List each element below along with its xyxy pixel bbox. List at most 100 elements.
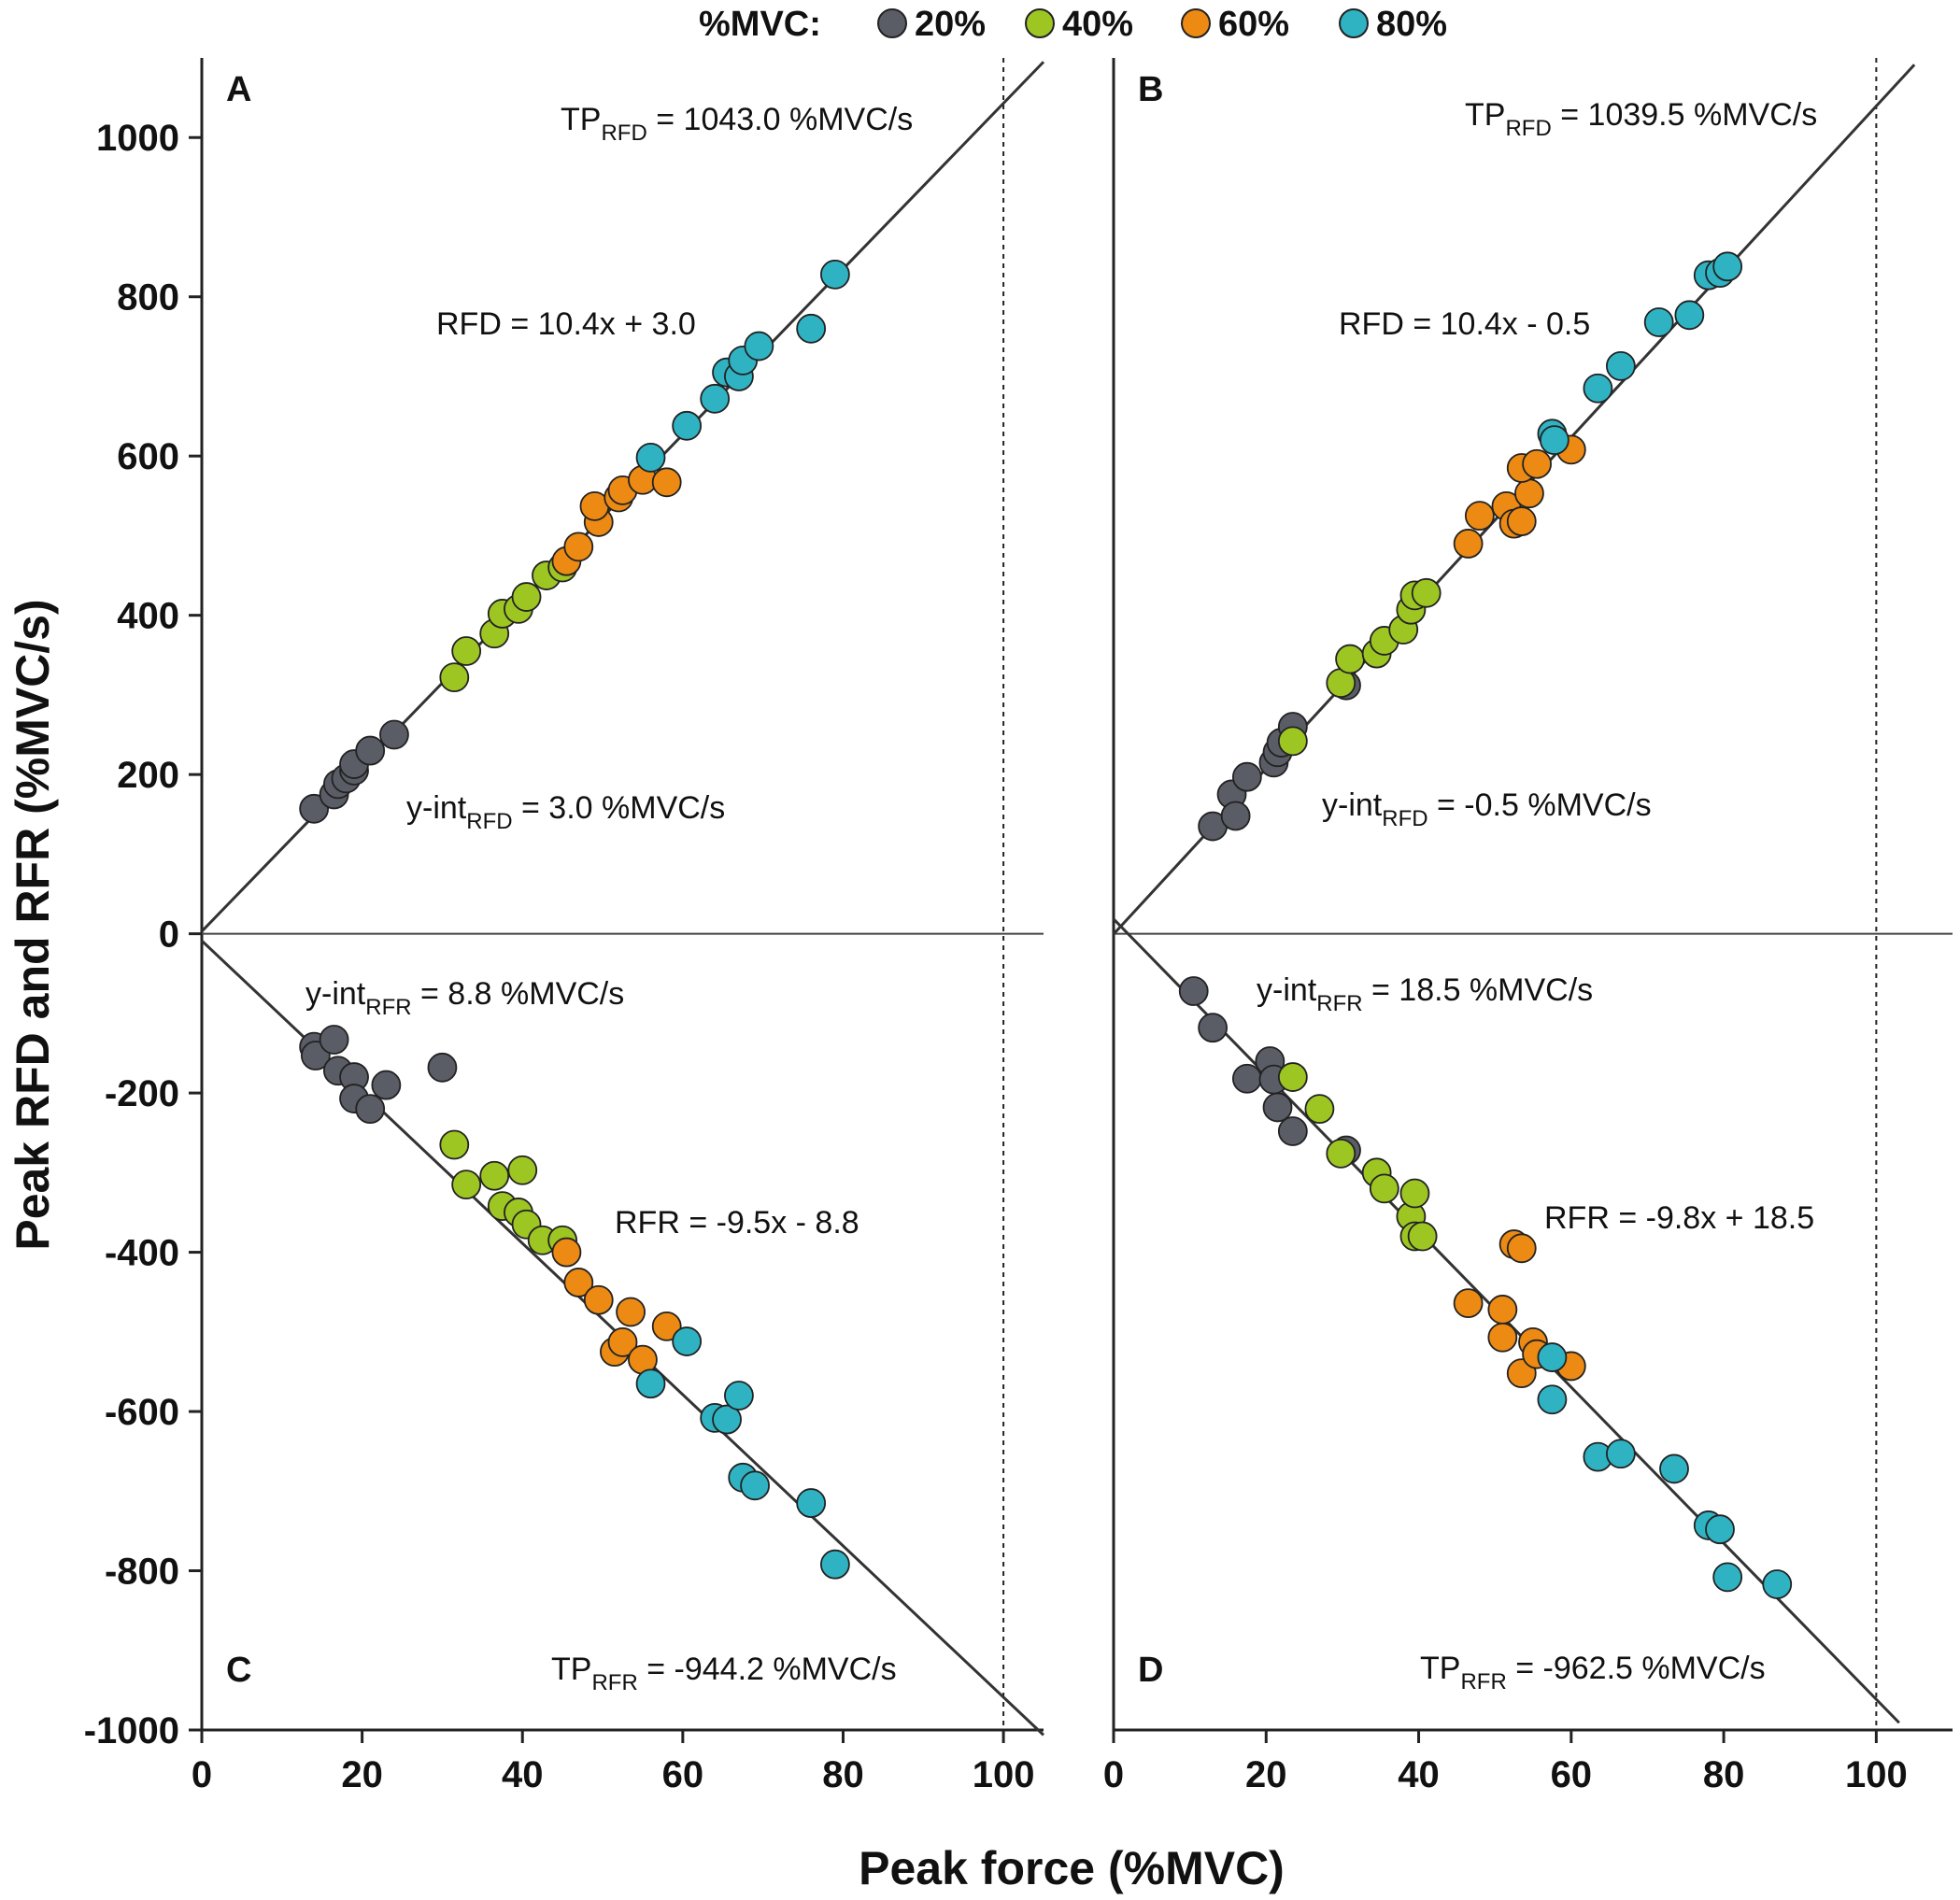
- data-point-20: [1262, 1092, 1293, 1123]
- x-tick-label: 80: [1703, 1754, 1745, 1795]
- yint-annotation-D-main: y-int: [1257, 972, 1317, 1008]
- data-point-60: [1506, 506, 1537, 536]
- y-tick-label: 600: [117, 436, 179, 477]
- data-point-20: [1231, 1063, 1262, 1094]
- tp-annotation-A: TPRFD = 1043.0 %MVC/s: [561, 102, 913, 146]
- data-point-40: [1335, 644, 1365, 674]
- data-point-20: [1231, 761, 1262, 792]
- data-point-60: [563, 532, 594, 562]
- yint-annotation-D-subscript: RFR: [1316, 991, 1362, 1016]
- data-point-80: [1539, 425, 1569, 456]
- tp-annotation-A-value: = 1043.0 %MVC/s: [647, 102, 913, 137]
- y-tick-label: -600: [105, 1392, 179, 1433]
- yint-annotation-A-main: y-int: [406, 790, 467, 826]
- tp-annotation-B-subscript: RFD: [1505, 116, 1551, 141]
- data-point-40: [451, 1170, 482, 1200]
- data-point-60: [1453, 1288, 1484, 1319]
- data-point-60: [651, 467, 682, 498]
- panel-label-D: D: [1138, 1651, 1163, 1690]
- legend-label-60: 60%: [1218, 5, 1289, 44]
- data-point-60: [551, 1237, 582, 1268]
- y-tick-label: 0: [159, 915, 179, 956]
- data-point-40: [1369, 1173, 1399, 1204]
- tp-annotation-D-subscript: RFR: [1460, 1669, 1506, 1694]
- data-point-80: [1705, 1514, 1735, 1545]
- data-point-80: [796, 313, 827, 344]
- y-tick-label: 1000: [96, 118, 179, 159]
- yint-annotation-C-subscript: RFR: [365, 995, 411, 1020]
- data-point-20: [1178, 976, 1209, 1006]
- equation-A: RFD = 10.4x + 3.0: [436, 306, 696, 342]
- data-point-80: [1659, 1453, 1689, 1484]
- tp-annotation-C-value: = -944.2 %MVC/s: [638, 1652, 897, 1687]
- data-point-80: [672, 1326, 703, 1356]
- yint-annotation-A: y-intRFD = 3.0 %MVC/s: [406, 790, 725, 834]
- x-tick-label: 100: [973, 1754, 1035, 1795]
- data-point-80: [744, 331, 774, 362]
- tp-annotation-A-main: TP: [561, 102, 601, 137]
- data-point-20: [355, 735, 386, 766]
- data-point-80: [1674, 300, 1705, 331]
- yint-annotation-B: y-intRFD = -0.5 %MVC/s: [1322, 787, 1652, 831]
- data-point-20: [1198, 1013, 1229, 1043]
- equation-C: RFR = -9.5x - 8.8: [615, 1205, 859, 1241]
- data-point-80: [712, 1404, 742, 1435]
- data-point-80: [1537, 1342, 1568, 1372]
- data-point-80: [635, 1368, 666, 1399]
- tp-annotation-D-main: TP: [1420, 1651, 1460, 1686]
- data-point-60: [607, 1326, 638, 1357]
- legend: %MVC: 20% 40% 60% 80%: [699, 5, 1447, 44]
- data-point-40: [439, 662, 470, 693]
- data-point-80: [1537, 1384, 1568, 1415]
- panel-label-C: C: [226, 1651, 251, 1690]
- data-point-80: [1712, 1562, 1743, 1593]
- y-tick-label: -200: [105, 1073, 179, 1114]
- data-point-80: [1605, 1439, 1636, 1469]
- quadrant-A: A RFD = 10.4x + 3.0 TPRFD = 1043.0 %MVC/s y…: [200, 61, 1045, 933]
- yint-annotation-B-main: y-int: [1322, 787, 1383, 823]
- data-point-80: [1605, 350, 1636, 381]
- data-point-60: [1487, 1295, 1518, 1325]
- legend-marker-60: [1181, 8, 1211, 38]
- legend-title: %MVC:: [699, 5, 821, 44]
- data-point-20: [1277, 1116, 1308, 1146]
- data-point-40: [1326, 1138, 1356, 1169]
- data-point-20: [379, 719, 409, 750]
- y-tick-label: 800: [117, 277, 179, 319]
- data-point-80: [1712, 251, 1743, 282]
- yint-annotation-D: y-intRFR = 18.5 %MVC/s: [1257, 972, 1593, 1016]
- data-point-80: [1583, 373, 1613, 404]
- data-point-60: [1514, 478, 1544, 509]
- data-point-60: [616, 1297, 646, 1327]
- data-point-20: [427, 1052, 458, 1083]
- data-point-80: [819, 1549, 850, 1580]
- legend-marker-20: [877, 8, 907, 38]
- yint-annotation-A-value: = 3.0 %MVC/s: [513, 790, 726, 826]
- y-tick-label: -400: [105, 1233, 179, 1274]
- data-point-40: [1411, 577, 1442, 608]
- panel-label-A: A: [226, 70, 251, 109]
- data-point-60: [563, 1268, 594, 1297]
- data-point-20: [319, 1025, 349, 1055]
- y-tick-label: -800: [105, 1552, 179, 1593]
- yint-annotation-C: y-intRFR = 8.8 %MVC/s: [305, 976, 624, 1020]
- data-point-40: [479, 1160, 510, 1191]
- yint-annotation-C-value: = 8.8 %MVC/s: [412, 976, 625, 1012]
- legend-marker-40: [1025, 8, 1055, 38]
- data-point-60: [1487, 1322, 1518, 1353]
- data-point-80: [635, 442, 666, 473]
- x-tick-label: 20: [1245, 1754, 1287, 1795]
- data-point-40: [1407, 1221, 1438, 1252]
- data-point-80: [700, 383, 731, 414]
- y-tick-label: -1000: [84, 1710, 179, 1751]
- data-point-20: [299, 793, 330, 824]
- tp-annotation-A-subscript: RFD: [601, 121, 646, 146]
- x-tick-label: 60: [1551, 1754, 1593, 1795]
- data-point-40: [511, 582, 542, 612]
